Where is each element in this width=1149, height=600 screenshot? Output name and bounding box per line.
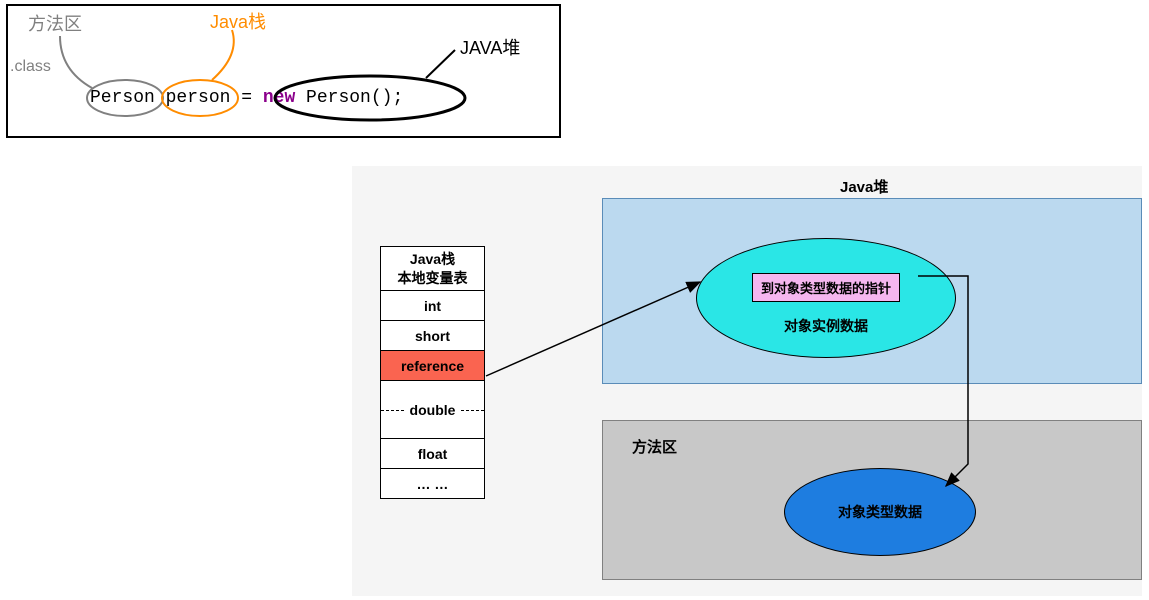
code-token	[155, 88, 166, 108]
java-heap-label: Java堆	[840, 176, 888, 197]
type-data-label: 对象类型数据	[838, 502, 922, 522]
code-token: Person	[90, 88, 155, 108]
stack-table-row: double	[381, 381, 485, 439]
type-data-ellipse: 对象类型数据	[784, 468, 976, 556]
java-stack-table: Java栈 本地变量表intshortreferencedoublefloat……	[380, 246, 485, 499]
java-heap-label-top: JAVA堆	[460, 34, 520, 60]
stack-table-row: int	[381, 291, 485, 321]
code-token: Person();	[295, 88, 403, 108]
method-area-label: 方法区	[632, 436, 677, 457]
code-token: =	[230, 88, 262, 108]
code-token: new	[263, 88, 295, 108]
java-stack-label-top: Java栈	[210, 8, 266, 34]
instance-data-label: 对象实例数据	[784, 316, 868, 336]
stack-table-row: reference	[381, 351, 485, 381]
stack-table-row: float	[381, 439, 485, 469]
code-annotation-box	[6, 4, 561, 138]
method-area-label-top: 方法区	[28, 10, 82, 36]
stack-table-header: Java栈 本地变量表	[381, 247, 485, 291]
class-label: .class	[10, 58, 51, 76]
code-line: Person person = new Person();	[90, 88, 403, 108]
instance-data-ellipse: 到对象类型数据的指针 对象实例数据	[696, 238, 956, 358]
type-pointer-box: 到对象类型数据的指针	[752, 273, 900, 302]
stack-table-row: short	[381, 321, 485, 351]
code-token: person	[166, 88, 231, 108]
stack-table-row: … …	[381, 469, 485, 499]
